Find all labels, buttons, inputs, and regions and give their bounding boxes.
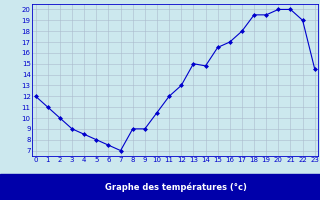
- Text: Graphe des températures (°c): Graphe des températures (°c): [105, 182, 247, 192]
